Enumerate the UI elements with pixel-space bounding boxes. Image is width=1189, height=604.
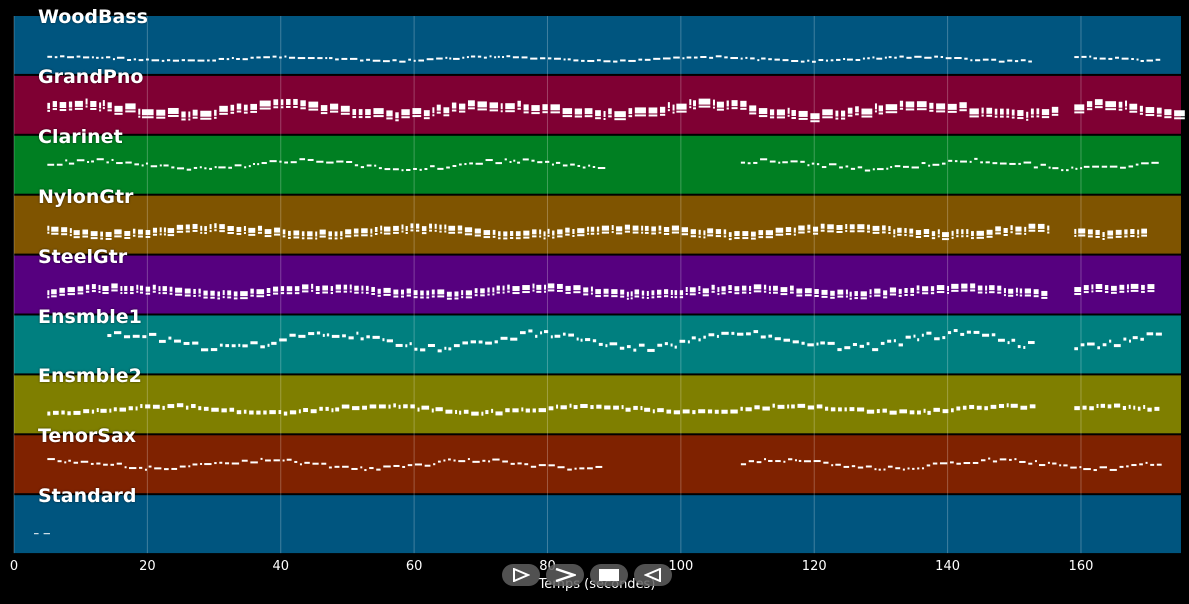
track-label-ensmble1: Ensmble1 <box>38 305 142 328</box>
track-label-woodbass: WoodBass <box>38 6 148 28</box>
track-label-nylongtr: NylonGtr <box>38 185 134 208</box>
track-notes-clarinet <box>47 157 1159 172</box>
play-icon <box>513 568 530 582</box>
track-band-standard <box>14 495 1181 554</box>
track-notes-woodbass <box>47 55 1161 63</box>
track-band-steelgtr <box>14 255 1181 314</box>
track-notes-tenorsax <box>47 457 1162 472</box>
track-label-clarinet: Clarinet <box>38 125 123 148</box>
track-band-ensmble2 <box>14 375 1181 434</box>
x-tick-label: 40 <box>272 559 290 574</box>
rewind-icon <box>644 568 661 582</box>
track-label-ensmble2: Ensmble2 <box>38 365 142 388</box>
track-band-woodbass <box>14 16 1181 74</box>
track-notes-grandpno <box>47 98 1185 123</box>
x-tick-label: 160 <box>1068 559 1094 574</box>
stop-icon <box>599 569 619 581</box>
track-label-grandpno: GrandPno <box>38 65 144 88</box>
x-tick-label: 140 <box>935 559 961 574</box>
stop-button[interactable] <box>590 564 628 586</box>
x-tick-label: 120 <box>801 559 827 574</box>
track-label-steelgtr: SteelGtr <box>38 245 128 268</box>
x-tick-label: 20 <box>139 559 156 574</box>
x-tick-label: 0 <box>9 559 19 574</box>
track-band-ensmble1 <box>14 315 1181 374</box>
track-band-clarinet <box>14 135 1181 194</box>
playback-controls <box>502 564 672 586</box>
forward-icon <box>555 568 576 582</box>
forward-button[interactable] <box>546 564 584 586</box>
track-notes-ensmble2 <box>47 403 1160 416</box>
track-notes-standard <box>34 533 50 535</box>
rewind-button[interactable] <box>634 564 672 586</box>
track-band-tenorsax <box>14 435 1181 494</box>
x-tick-label: 60 <box>405 559 423 574</box>
play-button[interactable] <box>502 564 540 586</box>
track-notes-ensmble1 <box>107 329 1162 353</box>
track-band-grandpno <box>14 75 1181 134</box>
track-notes-steelgtr <box>47 283 1155 300</box>
track-label-standard: Standard <box>38 485 137 508</box>
track-label-tenorsax: TenorSax <box>38 425 137 448</box>
track-notes-nylongtr <box>47 223 1148 241</box>
x-tick-label: 100 <box>668 559 694 574</box>
track-band-nylongtr <box>14 195 1181 254</box>
